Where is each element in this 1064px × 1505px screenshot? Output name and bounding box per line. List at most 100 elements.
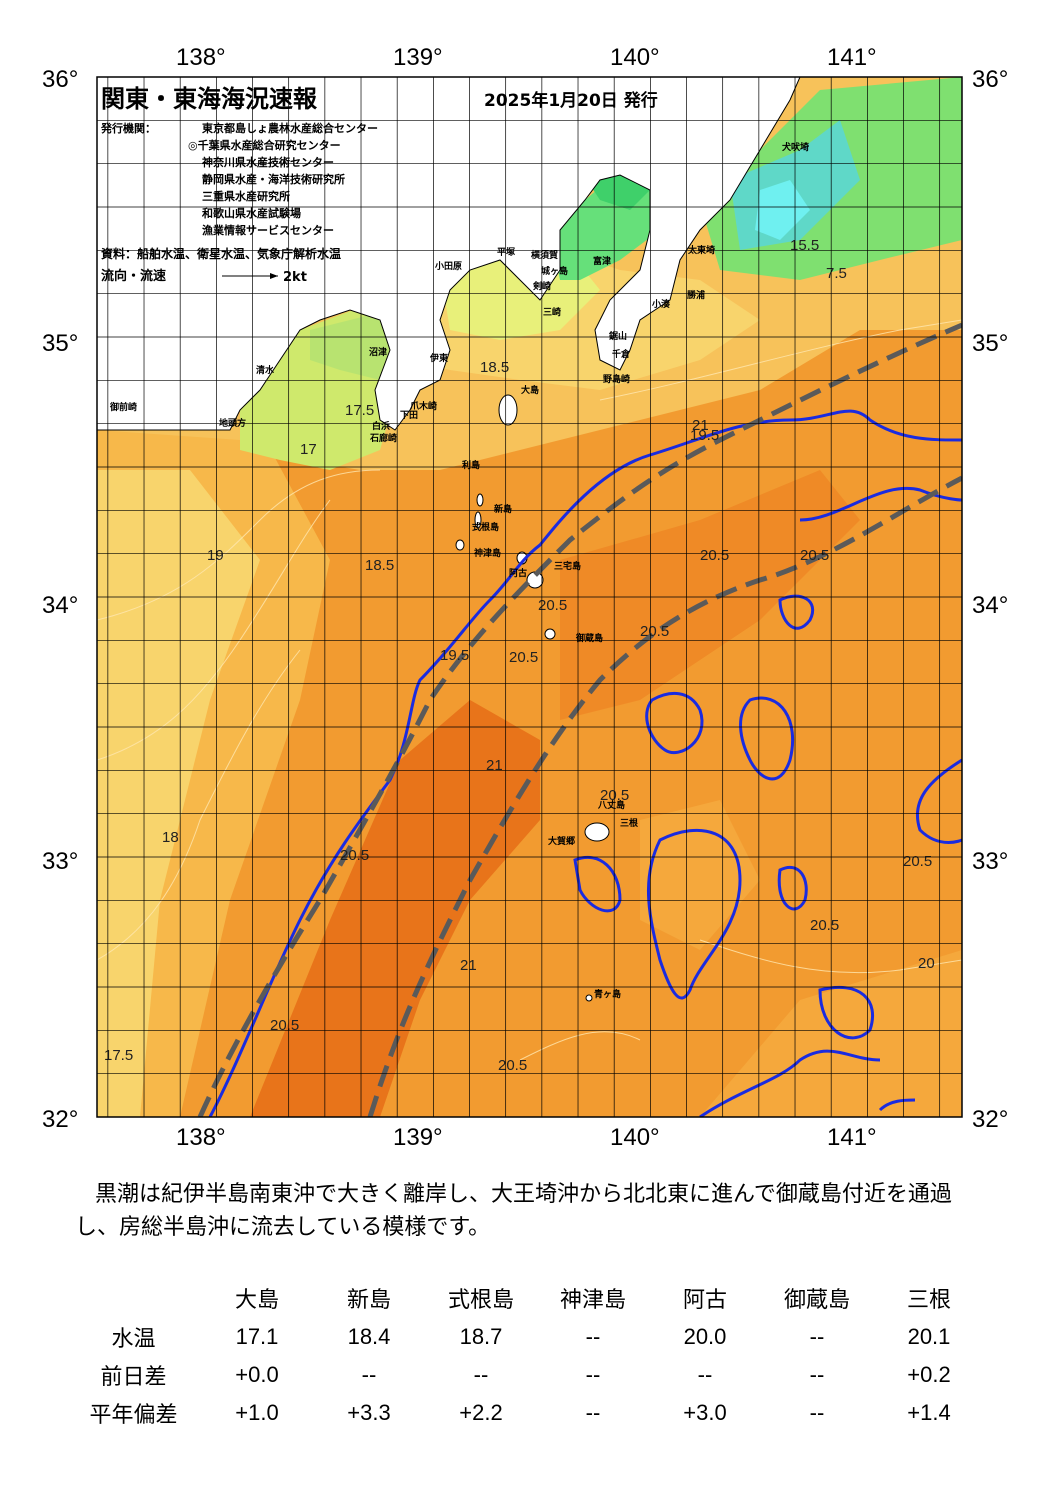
table-cell: +1.0 xyxy=(235,1400,279,1425)
island-mikurajima xyxy=(544,628,556,640)
place-label: 富津 xyxy=(593,255,611,267)
table-cell: +2.2 xyxy=(459,1400,503,1425)
table-cell: -- xyxy=(809,1324,825,1349)
lat-label: 35° xyxy=(42,330,78,357)
issuer-item: 東京都島しょ農林水産総合センター xyxy=(202,121,378,135)
column-header: 神津島 xyxy=(559,1288,626,1313)
longitude-labels: 138° 139° 140° 141° 138° 139° 140° 141° xyxy=(176,44,877,1151)
column-header: 三根 xyxy=(906,1288,951,1313)
island-oshima xyxy=(498,394,518,426)
table-cell: 18.7 xyxy=(459,1324,503,1349)
map-frame xyxy=(96,76,963,1118)
contour-label: 21 xyxy=(486,757,503,774)
lat-label: 36° xyxy=(972,66,1008,93)
table-cell: -- xyxy=(361,1362,377,1387)
table-cell: 20.1 xyxy=(907,1324,951,1349)
contour-label: 19.5 xyxy=(690,427,719,444)
map-header: 関東・東海海況速報 2025年1月20日 発行 発行機関： 東京都島しょ農林水産… xyxy=(100,85,658,285)
column-header: 新島 xyxy=(346,1288,391,1313)
contour-label: 20.5 xyxy=(498,1057,527,1074)
lon-label: 140° xyxy=(610,1124,660,1151)
lon-label: 139° xyxy=(393,44,443,71)
island-shikinejima xyxy=(455,539,465,551)
summary-text: 黒潮は紀伊半島南東沖で大きく離岸し、大王埼沖から北北東に進んで御蔵島付近を通過し… xyxy=(75,1182,952,1240)
table-cell: -- xyxy=(585,1362,601,1387)
issuer-item: 漁業情報サービスセンター xyxy=(202,223,334,237)
table-row: 前日差 +0.0 -- -- -- -- -- +0.2 xyxy=(66,1356,985,1394)
column-header: 大島 xyxy=(234,1288,279,1313)
place-label: 伊東 xyxy=(429,352,448,364)
map-title: 関東・東海海況速報 xyxy=(101,85,318,113)
island-hachijojima xyxy=(584,822,610,842)
place-label: 利島 xyxy=(461,459,480,471)
contour-label: 20.5 xyxy=(600,787,629,804)
place-label: 横須賀 xyxy=(531,249,558,261)
issuer-item: 和歌山県水産試験場 xyxy=(202,206,301,220)
place-label: 式根島 xyxy=(472,521,499,533)
island-temperature-table: 大島 新島 式根島 神津島 阿古 御蔵島 三根 水温 17.1 18.4 18.… xyxy=(66,1278,985,1432)
place-label: 平塚 xyxy=(497,246,515,258)
table-row: 水温 17.1 18.4 18.7 -- 20.0 -- 20.1 xyxy=(66,1318,985,1356)
contour-label: 20.5 xyxy=(270,1017,299,1034)
place-label: 石廊崎 xyxy=(369,432,397,444)
contour-label: 17 xyxy=(300,441,317,458)
table-header-row: 大島 新島 式根島 神津島 阿古 御蔵島 三根 xyxy=(66,1278,985,1318)
table-cell: +3.0 xyxy=(683,1400,727,1425)
place-label: 犬吠埼 xyxy=(781,141,809,153)
place-label: 爪木崎 xyxy=(410,400,437,412)
current-legend-arrowhead xyxy=(270,273,278,279)
place-label: 小湊 xyxy=(651,298,671,310)
place-label: 三根 xyxy=(620,817,639,829)
place-label: 三崎 xyxy=(543,306,561,318)
table-cell: -- xyxy=(697,1362,713,1387)
place-label: 下田 xyxy=(400,410,418,421)
lon-label: 141° xyxy=(827,1124,877,1151)
table-cell: 17.1 xyxy=(235,1324,279,1349)
place-label: 白浜 xyxy=(372,420,390,432)
table-cell: 18.4 xyxy=(347,1324,391,1349)
table-cell: +1.4 xyxy=(907,1400,951,1425)
issuer-item: 三重県水産研究所 xyxy=(202,189,290,203)
table-cell: -- xyxy=(809,1362,825,1387)
contour-label: 19 xyxy=(207,547,224,564)
table-corner xyxy=(66,1278,201,1318)
island-aogashima xyxy=(585,994,593,1002)
place-label: 阿古 xyxy=(509,567,527,579)
contour-label: 18 xyxy=(162,829,179,846)
place-label: 大島 xyxy=(521,384,539,396)
contour-label: 19.5 xyxy=(440,647,469,664)
contour-label: 20.5 xyxy=(810,917,839,934)
place-label: 勝浦 xyxy=(687,289,705,301)
lon-label: 139° xyxy=(393,1124,443,1151)
place-label: 沼津 xyxy=(369,346,387,358)
table-row: 平年偏差 +1.0 +3.3 +2.2 -- +3.0 -- +1.4 xyxy=(66,1394,985,1432)
place-label: 御蔵島 xyxy=(575,632,603,644)
place-label: 太東埼 xyxy=(687,244,715,256)
lon-label: 138° xyxy=(176,44,226,71)
data-source: 資料：船舶水温、衛星水温、気象庁解析水温 xyxy=(101,246,341,261)
lon-label: 138° xyxy=(176,1124,226,1151)
row-header: 前日差 xyxy=(100,1365,167,1390)
contour-label: 18.5 xyxy=(365,557,394,574)
table-cell: 20.0 xyxy=(683,1324,727,1349)
place-label: 八丈島 xyxy=(597,799,625,811)
table-cell: +0.2 xyxy=(907,1362,951,1387)
column-header: 式根島 xyxy=(447,1288,514,1313)
row-header: 水温 xyxy=(111,1327,156,1352)
contour-label: 20.5 xyxy=(509,649,538,666)
place-label: 神津島 xyxy=(474,547,501,559)
issuer-label: 発行機関： xyxy=(100,121,156,135)
lat-label: 34° xyxy=(972,592,1008,619)
contour-label: 21 xyxy=(460,957,477,974)
contour-label: 17.5 xyxy=(345,402,374,419)
current-legend-label: 流向・流速 xyxy=(101,268,166,284)
table-cell: -- xyxy=(473,1362,489,1387)
lat-label: 32° xyxy=(972,1106,1008,1133)
contour-label: 20.5 xyxy=(538,597,567,614)
lat-label: 34° xyxy=(42,592,78,619)
place-label: 千倉 xyxy=(612,348,631,360)
current-legend-scale: 2kt xyxy=(283,270,307,285)
place-label: 新島 xyxy=(494,503,512,515)
latitude-labels: 36° 35° 34° 33° 32° 36° 35° 34° 33° 32° xyxy=(42,66,1008,1133)
contour-label: 20.5 xyxy=(700,547,729,564)
